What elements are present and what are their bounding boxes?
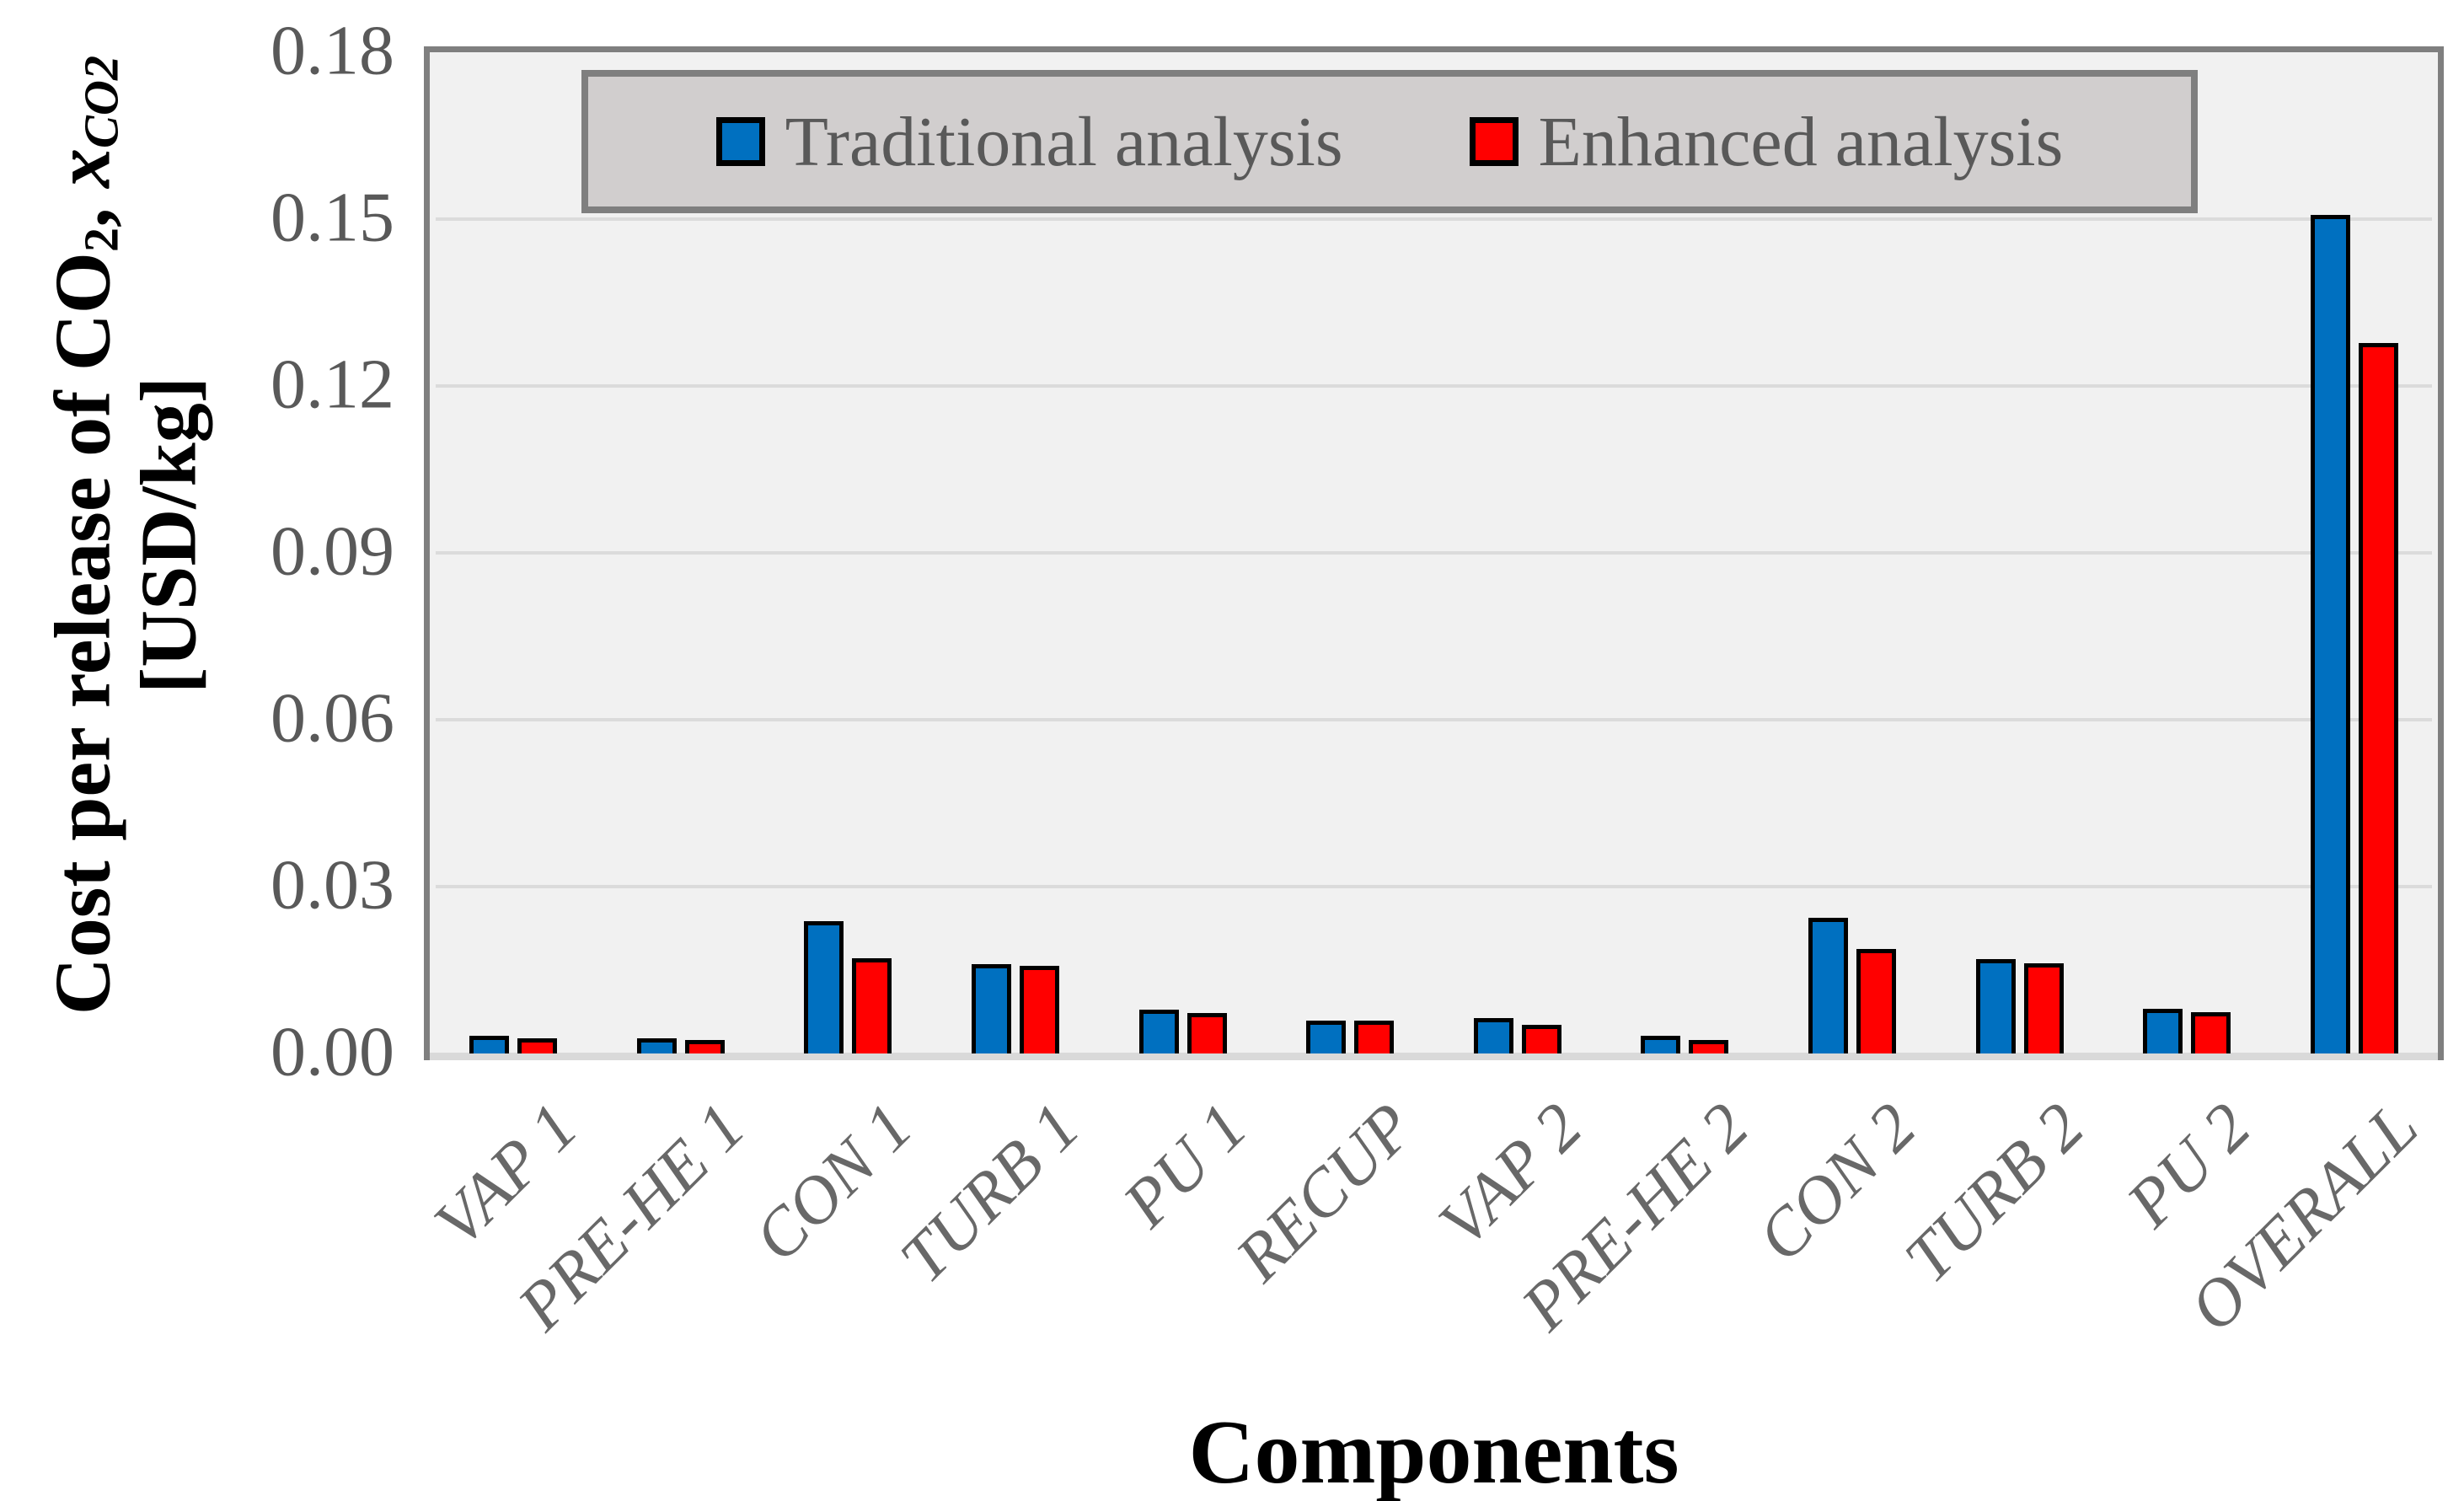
x-category-label-turb-1: TURB 1	[886, 1089, 1094, 1297]
bar-traditional-turb-1	[972, 964, 1011, 1053]
legend-item-enhanced: Enhanced analysis	[1469, 101, 2064, 183]
x-axis-title: Components	[1188, 1402, 1679, 1501]
legend-swatch-enhanced-icon	[1469, 117, 1519, 166]
gridline-0.03	[436, 885, 2432, 888]
bar-traditional-vap-1	[469, 1036, 509, 1053]
bar-enhanced-con-1	[852, 958, 892, 1053]
legend-swatch-traditional-icon	[715, 117, 765, 166]
bar-enhanced-pre-he-1	[685, 1040, 725, 1053]
y-tick-label-0.00: 0.00	[271, 1012, 394, 1091]
y-tick-label-0.12: 0.12	[271, 345, 394, 424]
legend-label-traditional: Traditional analysis	[785, 102, 1343, 181]
bar-enhanced-vap-2	[1522, 1025, 1561, 1053]
x-category-label-pu-1: PU 1	[1109, 1089, 1261, 1241]
bar-enhanced-turb-2	[2024, 963, 2064, 1053]
y-axis-title: Cost per release of CO2, xCO2 [USD/kg]	[39, 55, 212, 1016]
gridline-0.09	[436, 551, 2432, 555]
bar-enhanced-overall	[2359, 343, 2398, 1053]
bar-enhanced-pre-he-2	[1689, 1040, 1728, 1053]
bar-enhanced-turb-1	[1020, 966, 1059, 1053]
x-category-label-turb-2: TURB 2	[1890, 1089, 2098, 1297]
x-category-label-pu-2: PU 2	[2113, 1089, 2266, 1241]
y-tick-label-0.03: 0.03	[271, 845, 394, 925]
bar-enhanced-recup	[1354, 1021, 1394, 1053]
bar-enhanced-vap-1	[517, 1038, 557, 1053]
bar-enhanced-pu-1	[1187, 1013, 1227, 1053]
bar-traditional-recup	[1306, 1021, 1346, 1053]
bar-enhanced-con-2	[1856, 949, 1896, 1053]
bar-traditional-vap-2	[1474, 1018, 1513, 1053]
y-axis-title-line2: [USD/kg]	[125, 376, 212, 694]
x-axis-baseline	[430, 1053, 2438, 1060]
gridline-0.15	[436, 217, 2432, 221]
bar-traditional-pu-2	[2143, 1009, 2183, 1053]
gridline-0.12	[436, 384, 2432, 388]
y-tick-label-0.06: 0.06	[271, 678, 394, 758]
bar-enhanced-pu-2	[2191, 1012, 2231, 1053]
bar-traditional-con-1	[804, 921, 844, 1053]
gridline-0.06	[436, 718, 2432, 721]
bar-traditional-pu-1	[1139, 1010, 1179, 1053]
bar-traditional-con-2	[1808, 918, 1848, 1053]
x-category-label-recup: RECUP	[1222, 1089, 1429, 1296]
y-tick-label-0.09: 0.09	[271, 512, 394, 591]
legend-label-enhanced: Enhanced analysis	[1538, 102, 2064, 181]
y-tick-label-0.18: 0.18	[271, 11, 394, 90]
bar-traditional-pre-he-2	[1641, 1036, 1680, 1053]
bar-traditional-pre-he-1	[637, 1038, 677, 1053]
legend-item-traditional: Traditional analysis	[715, 101, 1343, 183]
bar-traditional-turb-2	[1976, 959, 2016, 1053]
y-tick-label-0.15: 0.15	[271, 178, 394, 257]
y-axis-title-line1: Cost per release of CO2, xCO2	[39, 55, 129, 1016]
bar-traditional-overall	[2311, 215, 2350, 1053]
legend: Traditional analysis Enhanced analysis	[581, 70, 2198, 213]
